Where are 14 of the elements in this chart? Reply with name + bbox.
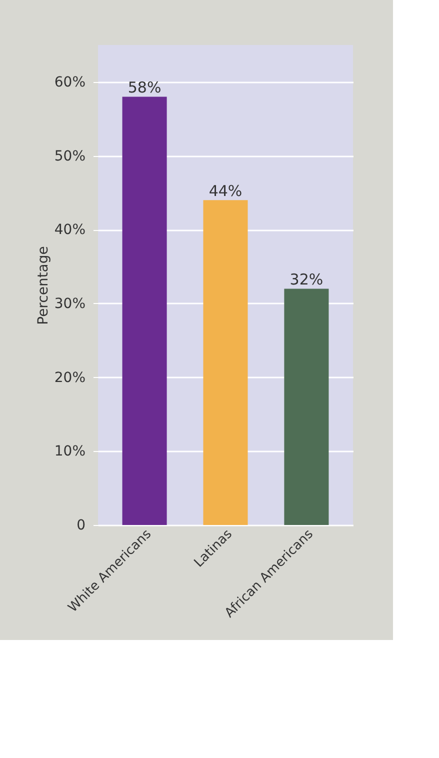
bar <box>122 96 167 525</box>
bar <box>203 200 248 525</box>
bar <box>284 288 329 525</box>
y-tick-label: 60% <box>54 74 86 90</box>
data-label: 44% <box>208 182 242 200</box>
y-tick-label: 0 <box>76 518 86 534</box>
y-tick-label: 50% <box>54 148 86 164</box>
data-label: 32% <box>290 270 324 289</box>
y-tick-label: 10% <box>54 444 86 460</box>
y-tick-label: 20% <box>54 370 86 386</box>
data-label: 58% <box>128 78 162 97</box>
y-axis-title: Percentage <box>35 246 52 325</box>
y-tick-label: 40% <box>54 222 86 238</box>
y-tick-label: 30% <box>54 296 86 312</box>
